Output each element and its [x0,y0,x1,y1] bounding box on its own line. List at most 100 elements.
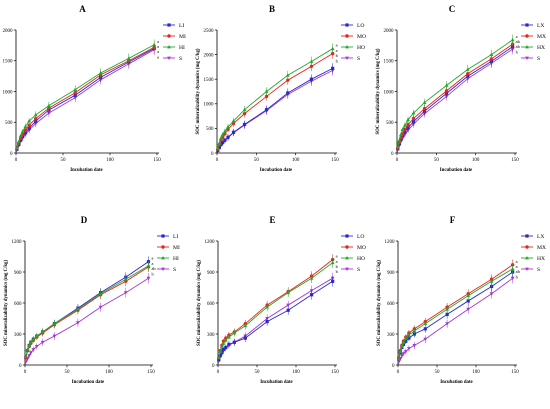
data-point-HO [309,276,314,280]
data-point-HX [423,321,428,326]
x-tick-label: 50 [434,158,440,163]
data-point-HI [123,277,128,281]
x-tick-label: 0 [397,370,400,375]
chart-panel-E: E 0 50 100 150 0 300 600 900 1200 Incubation date S… [197,215,366,385]
y-tick-label: 600 [14,302,22,307]
significance-letter: a [336,43,338,48]
data-point-MO [264,94,269,99]
data-point-S [412,343,417,348]
significance-letter: b [516,49,519,54]
data-point-LO [217,358,221,362]
significance-letter: ab [516,269,521,274]
significance-letter: a [516,259,518,264]
data-point-S [40,340,45,345]
data-point-HX [399,132,403,136]
legend-marker [525,23,529,27]
data-point-LO [232,340,236,344]
data-point-HI [126,56,131,60]
legend-marker [167,56,171,60]
data-point-HX [412,328,417,333]
significance-letter: a [157,39,159,44]
y-tick-label: 2000 [3,29,14,34]
y-tick-label: 300 [207,333,215,338]
data-point-LO [265,320,269,324]
data-point-S [510,276,515,281]
legend-marker [525,34,529,38]
data-point-MX [406,123,410,127]
series-line-MX [397,43,513,149]
data-point-HO [226,124,230,129]
legend-label-MI: MI [173,245,180,251]
y-tick-label: 0 [19,364,22,369]
legend-marker [161,234,165,238]
legend-label-HO: HO [357,45,365,51]
legend-label-S: S [357,267,360,273]
data-point-S [52,334,57,339]
data-point-HX [510,266,515,271]
legend-marker [525,245,529,249]
legend-marker [167,34,171,38]
data-point-S [23,360,28,364]
x-axis-label: Incubation date [70,168,102,173]
significance-letter: a [336,254,338,259]
data-point-LO [286,91,290,95]
data-point-HI [23,124,28,128]
data-point-HX [489,279,494,283]
data-point-HI [20,129,25,133]
legend-label-LO: LO [357,234,364,240]
data-point-MX [411,116,416,121]
significance-letter: a [336,48,338,53]
data-point-LO [218,354,222,358]
series-line-MI [25,266,149,358]
chart-panel-B: B0 50 100 15005001000150020002500Incubation… [196,4,366,173]
x-tick-label: 100 [472,370,480,375]
panel-title: A [79,4,86,14]
series-line-MO [217,53,333,150]
y-tick-label: 1200 [385,240,396,245]
y-tick-label: 1500 [204,78,215,83]
legend-label-LX: LX [537,23,544,29]
y-tick-label: 2500 [204,29,215,34]
x-axis-label: Incubation date [440,380,472,385]
y-axis-label: SOC mineralizability dynamics (mg C/kg) [376,48,381,134]
data-point-HX [395,144,400,149]
series-line-LX [397,46,513,149]
panel-title: C [449,4,456,14]
data-point-HO [264,89,269,93]
significance-letter: a [157,44,159,49]
chart-panel-F: F 0 50 100 150 0 300 600 900 1200 Incubation date S… [377,215,546,385]
significance-letter: b [336,58,339,63]
x-axis-label: Incubation date [260,168,292,173]
data-point-LO [331,279,335,283]
data-point-LO [226,135,230,139]
x-tick-label: 50 [61,158,67,163]
data-point-S [400,354,404,358]
y-axis-label: SOC mineralizability dynamics (mg C/kg) [377,260,382,346]
data-point-LX [445,312,449,316]
significance-letter: b [336,269,339,274]
chart-panel-D: D 0 50 100 150 0 300 600 900 1200 Incubation date S… [4,215,180,385]
data-point-HI [33,112,38,117]
data-point-S [98,305,103,310]
data-point-LO [310,293,314,297]
legend-marker [345,267,349,271]
significance-letter: b [516,274,519,279]
legend-label-MX: MX [537,245,546,251]
y-tick-label: 1200 [205,240,216,245]
data-point-HX [397,138,402,142]
significance-letter: a [151,256,153,261]
data-point-HI [98,71,103,75]
series-line-S [217,69,333,151]
data-point-HO [216,355,221,360]
data-point-HI [28,340,33,344]
significance-letter: a [157,49,159,54]
legend-marker [161,245,165,249]
data-point-S [76,321,80,325]
x-tick-label: 100 [292,158,300,163]
panel-title: D [81,215,88,225]
legend-label-S: S [179,56,182,62]
significance-letter: a [336,259,338,264]
legend-marker [345,23,349,27]
data-point-HX [466,293,471,298]
